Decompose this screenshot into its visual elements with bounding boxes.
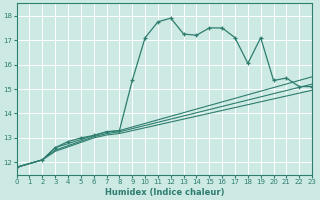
X-axis label: Humidex (Indice chaleur): Humidex (Indice chaleur) (105, 188, 224, 197)
